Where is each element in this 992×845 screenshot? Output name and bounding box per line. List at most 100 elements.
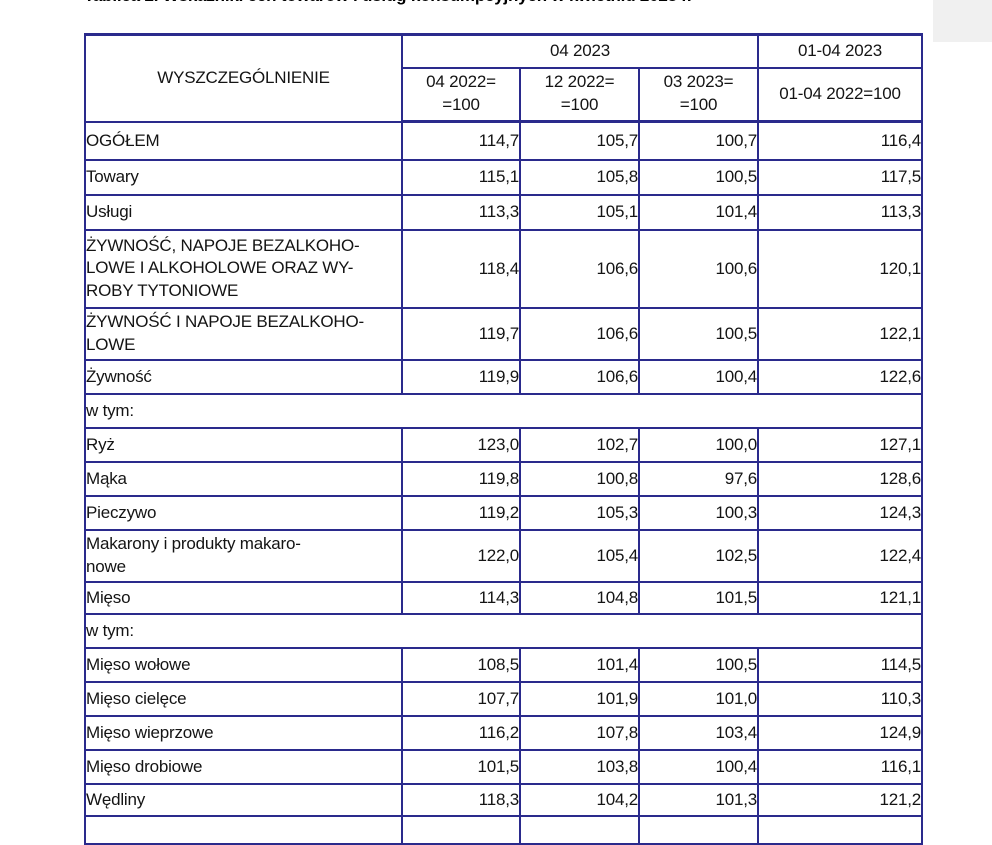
- table-row-mieso-wieprzowe: Mięso wieprzowe 116,2 107,8 103,4 124,9: [84, 714, 923, 751]
- value-cell: 100,5: [638, 306, 759, 361]
- table-row-mieso-cielece: Mięso cielęce 107,7 101,9 101,0 110,3: [84, 680, 923, 717]
- value-cell: 123,0: [401, 426, 521, 463]
- value-cell: 105,7: [519, 120, 640, 161]
- value-cell: 104,2: [519, 782, 640, 817]
- header-group-period: 04 2023: [401, 33, 759, 69]
- value-cell: 101,4: [519, 646, 640, 683]
- value-cell: [519, 814, 640, 845]
- value-cell: 105,8: [519, 158, 640, 196]
- value-cell: [757, 814, 923, 845]
- value-cell: 124,9: [757, 714, 923, 751]
- value-cell: 105,4: [519, 528, 640, 583]
- value-cell: 119,7: [401, 306, 521, 361]
- page: { "clipped_title": "Tablica 2. Wskaźniki…: [84, 0, 992, 845]
- header-base-col3: 03 2023= =100: [638, 66, 759, 123]
- row-label: Mięso cielęce: [84, 680, 403, 717]
- value-cell: 101,5: [401, 748, 521, 785]
- value-cell: 107,8: [519, 714, 640, 751]
- value-cell: 102,7: [519, 426, 640, 463]
- value-cell: 122,6: [757, 358, 923, 395]
- row-label: Makarony i produkty makaro- nowe: [84, 528, 403, 583]
- value-cell: 100,4: [638, 358, 759, 395]
- value-cell: 114,5: [757, 646, 923, 683]
- header-row-bases: 04 2022= =100 12 2022= =100 03 2023= =10…: [85, 66, 923, 123]
- value-cell: 122,1: [757, 306, 923, 361]
- value-cell: 100,5: [638, 646, 759, 683]
- value-cell: 116,2: [401, 714, 521, 751]
- value-cell: 101,0: [638, 680, 759, 717]
- header-base-col2: 12 2022= =100: [519, 66, 640, 123]
- value-cell: 103,8: [519, 748, 640, 785]
- value-cell: 100,3: [638, 494, 759, 531]
- value-cell: 103,4: [638, 714, 759, 751]
- value-cell: 128,6: [757, 460, 923, 497]
- value-cell: 107,7: [401, 680, 521, 717]
- value-cell: 100,7: [638, 120, 759, 161]
- header-specification: WYSZCZEGÓLNIENIE: [84, 33, 403, 123]
- value-cell: 110,3: [757, 680, 923, 717]
- header-base-col1: 04 2022= =100: [401, 66, 521, 123]
- value-cell: 118,3: [401, 782, 521, 817]
- table-row-maka: Mąka 119,8 100,8 97,6 128,6: [84, 460, 923, 497]
- value-cell: 104,8: [519, 580, 640, 615]
- value-cell: 121,1: [757, 580, 923, 615]
- row-label: Żywność: [84, 358, 403, 395]
- row-label: Mięso wieprzowe: [84, 714, 403, 751]
- row-label: w tym:: [84, 392, 923, 429]
- row-label: [84, 814, 403, 845]
- value-cell: 108,5: [401, 646, 521, 683]
- row-label: Pieczywo: [84, 494, 403, 531]
- row-label: ŻYWNOŚĆ I NAPOJE BEZALKOHO- LOWE: [84, 306, 403, 361]
- value-cell: 114,7: [401, 120, 521, 161]
- value-cell: 119,8: [401, 460, 521, 497]
- table-row-pieczywo: Pieczywo 119,2 105,3 100,3 124,3: [84, 494, 923, 531]
- value-cell: 102,5: [638, 528, 759, 583]
- value-cell: 105,3: [519, 494, 640, 531]
- value-cell: 97,6: [638, 460, 759, 497]
- value-cell: 106,6: [519, 306, 640, 361]
- value-cell: 117,5: [757, 158, 923, 196]
- table-row-uslugi: Usługi 113,3 105,1 101,4 113,3: [84, 193, 923, 231]
- value-cell: 116,4: [757, 120, 923, 161]
- value-cell: 118,4: [401, 228, 521, 309]
- value-cell: 124,3: [757, 494, 923, 531]
- table-row-zywnosc: Żywność 119,9 106,6 100,4 122,6: [84, 358, 923, 395]
- value-cell: 101,3: [638, 782, 759, 817]
- value-cell: 106,6: [519, 358, 640, 395]
- value-cell: 100,5: [638, 158, 759, 196]
- row-label: Wędliny: [84, 782, 403, 817]
- value-cell: 101,4: [638, 193, 759, 231]
- table-row-makarony: Makarony i produkty makaro- nowe 122,0 1…: [84, 528, 923, 583]
- header-row-periods: WYSZCZEGÓLNIENIE 04 2023 01-04 2023: [84, 33, 923, 123]
- row-label: Usługi: [84, 193, 403, 231]
- value-cell: 100,0: [638, 426, 759, 463]
- row-label: Towary: [84, 158, 403, 196]
- value-cell: 119,9: [401, 358, 521, 395]
- value-cell: 122,4: [757, 528, 923, 583]
- table-row-wedliny: Wędliny 118,3 104,2 101,3 121,2: [84, 782, 923, 817]
- table-row-ogolem: OGÓŁEM 114,7 105,7 100,7 116,4: [84, 120, 923, 161]
- value-cell: 113,3: [757, 193, 923, 231]
- header-base-col4: 01-04 2022=100: [757, 66, 923, 123]
- value-cell: [401, 814, 521, 845]
- value-cell: 100,8: [519, 460, 640, 497]
- table-row-wtym-1: w tym:: [84, 392, 923, 429]
- row-label: OGÓŁEM: [84, 120, 403, 161]
- value-cell: 119,2: [401, 494, 521, 531]
- value-cell: 114,3: [401, 580, 521, 615]
- value-cell: 122,0: [401, 528, 521, 583]
- value-cell: 115,1: [401, 158, 521, 196]
- value-cell: 100,6: [638, 228, 759, 309]
- table-row-clipped: [84, 814, 923, 845]
- table-row-zywnosc-napoje-bezalkoholowe: ŻYWNOŚĆ I NAPOJE BEZALKOHO- LOWE 119,7 1…: [84, 306, 923, 361]
- row-label: Ryż: [84, 426, 403, 463]
- value-cell: 101,5: [638, 580, 759, 615]
- row-label: Mięso wołowe: [84, 646, 403, 683]
- table-row-zywnosc-napoje-alkohol-tyton: ŻYWNOŚĆ, NAPOJE BEZALKOHO- LOWE I ALKOHO…: [84, 228, 923, 309]
- price-index-table: WYSZCZEGÓLNIENIE 04 2023 01-04 2023 04 2…: [84, 33, 923, 845]
- page-corner-shade: [933, 0, 992, 42]
- row-label: Mięso: [84, 580, 403, 615]
- value-cell: 120,1: [757, 228, 923, 309]
- table-row-mieso: Mięso 114,3 104,8 101,5 121,1: [84, 580, 923, 615]
- row-label: w tym:: [84, 612, 923, 649]
